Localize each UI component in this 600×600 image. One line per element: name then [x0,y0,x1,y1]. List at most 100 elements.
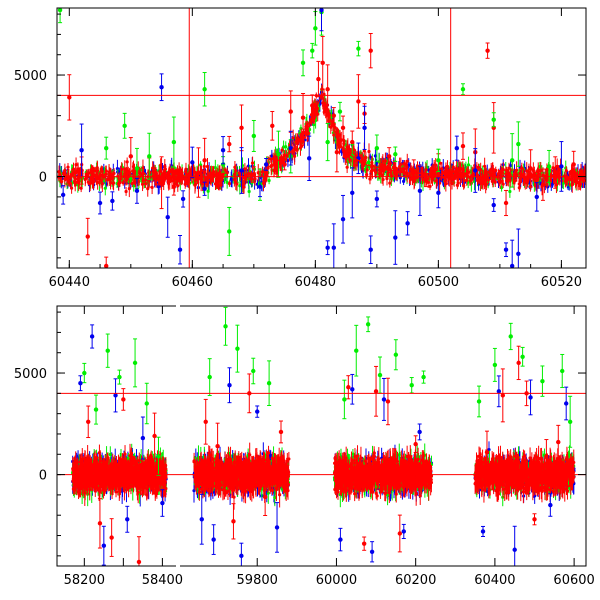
data-point [362,125,367,131]
noise-point [478,180,482,184]
data-point [60,192,66,198]
noise-point [477,178,481,182]
noise-point [465,171,469,176]
data-point [147,154,152,159]
noise-point [242,185,246,189]
noise-point [270,154,274,158]
data-point [159,180,164,185]
noise-point [151,169,155,173]
noise-point [233,165,237,169]
data-point [503,247,509,252]
noise-point [284,145,288,149]
noise-point [171,171,175,176]
data-point [356,46,361,51]
noise-point [367,149,371,154]
data-point [436,190,441,196]
noise-point [214,172,218,177]
data-point [411,168,416,173]
noise-point [132,170,136,174]
noise-point [491,170,495,174]
data-point [276,152,281,157]
noise-point [332,133,336,137]
noise-point [86,180,90,184]
data-point [368,247,373,252]
noise-point [451,165,455,169]
noise-point [91,172,95,176]
data-point [320,60,325,66]
data-point [190,160,195,165]
data-point [180,196,186,202]
noise-point [216,179,221,184]
noise-point [87,171,91,175]
data-point [227,229,232,234]
data-point [104,263,109,268]
noise-point [141,171,146,176]
noise-point [199,163,203,167]
noise-point [138,171,142,175]
data-point [134,188,140,194]
noise-point [66,165,70,169]
noise-point [365,173,369,177]
noise-point [206,179,210,183]
noise-point [117,182,121,186]
noise-point [312,123,316,127]
noise-point [76,177,80,181]
data-point [202,158,207,163]
data-point [177,247,183,252]
noise-point [213,165,217,170]
noise-point [345,165,349,169]
noise-point [232,177,236,182]
data-point [334,150,340,155]
noise-point [153,177,157,181]
data-point [227,141,232,147]
noise-point [89,169,93,173]
noise-point [111,181,116,185]
y-tick-label: 5000 [14,69,47,84]
data-point [485,48,490,53]
data-point [534,194,539,200]
data-point [300,60,306,66]
noise-point [262,178,266,182]
data-point [288,145,293,151]
noise-point [279,161,283,165]
noise-point [245,173,249,177]
noise-point [267,178,271,183]
data-point [57,8,63,13]
noise-point [264,170,269,174]
data-point [300,115,306,120]
noise-point [444,182,448,186]
noise-point [140,182,145,186]
noise-point [104,169,108,173]
data-point [509,263,515,268]
data-point [67,95,72,100]
data-point [417,188,423,194]
x-tick-label: 60480 [295,275,336,290]
noise-point [95,166,99,170]
noise-point [156,185,160,189]
data-point [270,123,275,129]
noise-point [548,178,553,182]
noise-point [93,169,97,173]
model-curve [265,93,470,176]
noise-point [570,182,574,187]
plot-area [57,8,586,268]
data-point [491,117,496,122]
noise-point [564,169,568,173]
data-point [509,158,515,163]
noise-point [202,170,206,174]
noise-point [74,163,78,167]
data-point [559,164,564,169]
noise-point [184,177,188,181]
noise-point [103,186,107,190]
noise-point [473,164,477,168]
noise-point [364,155,368,160]
noise-point [342,142,346,146]
noise-point [483,164,487,168]
noise-point [527,170,531,174]
noise-point [79,186,83,190]
noise-point [456,181,460,185]
noise-point [482,177,486,181]
data-point [386,154,392,159]
noise-point [280,148,284,152]
noise-point [144,178,148,182]
